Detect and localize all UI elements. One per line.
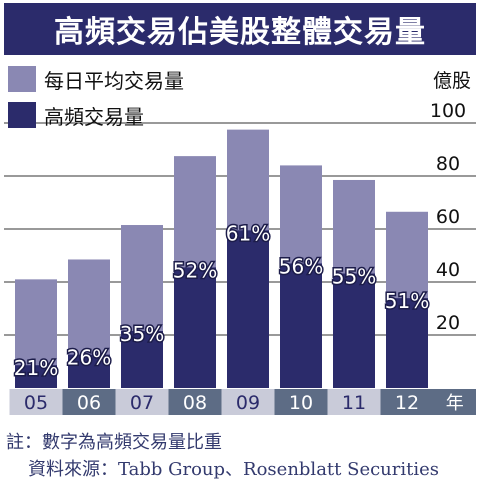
note-ratio: 註：數字為高頻交易量比重 bbox=[6, 432, 222, 453]
x-band-06 bbox=[62, 389, 116, 415]
data-label-06: 26% bbox=[67, 346, 111, 370]
bar-layer bbox=[15, 129, 428, 388]
x-tick-label: 10 bbox=[289, 392, 313, 414]
x-band-11 bbox=[327, 389, 381, 415]
legend-swatch-total bbox=[8, 66, 36, 92]
data-label-10: 56% bbox=[279, 254, 323, 278]
x-band-07 bbox=[115, 389, 169, 415]
data-label-09: 61% bbox=[226, 221, 270, 245]
y-tick-label: 100 bbox=[430, 100, 466, 122]
y-tick-label: 80 bbox=[436, 153, 460, 175]
y-tick-label: 60 bbox=[436, 206, 460, 228]
bar-hft-07 bbox=[121, 331, 163, 388]
x-tick-label: 09 bbox=[236, 392, 260, 414]
data-label-11: 55% bbox=[332, 265, 376, 289]
y-axis-unit: 億股 bbox=[433, 70, 471, 92]
x-tick-label: 06 bbox=[77, 392, 101, 414]
data-label-07: 35% bbox=[120, 322, 164, 346]
legend-label-hft: 高頻交易量 bbox=[44, 105, 144, 129]
x-tick-label: 07 bbox=[130, 392, 154, 414]
bar-hft-08 bbox=[174, 267, 216, 388]
x-band-unit bbox=[433, 389, 476, 415]
x-tick-label: 11 bbox=[342, 392, 366, 414]
bar-hft-05 bbox=[15, 365, 57, 388]
chart-title: 高頻交易佔美股整體交易量 bbox=[4, 3, 476, 55]
x-band-08 bbox=[168, 389, 222, 415]
legend-swatch-hft bbox=[8, 102, 36, 128]
y-tick-label: 40 bbox=[436, 259, 460, 281]
x-tick-label: 05 bbox=[24, 392, 48, 414]
x-tick-label: 08 bbox=[183, 392, 207, 414]
bar-hft-12 bbox=[386, 298, 428, 388]
bar-hft-09 bbox=[227, 230, 269, 388]
x-axis: 05 06 07 08 09 10 11 12 年 bbox=[9, 389, 476, 415]
data-label-08: 52% bbox=[173, 258, 217, 282]
y-axis: 億股 20 40 60 80 100 bbox=[430, 70, 471, 334]
legend-label-total: 每日平均交易量 bbox=[44, 69, 184, 93]
label-layer: 21% 26% 35% 52% 61% 56% 55% 51% bbox=[12, 220, 430, 382]
x-tick-label: 12 bbox=[395, 392, 419, 414]
bar-hft-06 bbox=[68, 354, 110, 388]
x-band-10 bbox=[274, 389, 328, 415]
data-label-05: 21% bbox=[14, 356, 58, 380]
data-label-12: 51% bbox=[385, 289, 429, 313]
legend: 每日平均交易量 高頻交易量 bbox=[8, 66, 184, 129]
x-band-12 bbox=[380, 389, 434, 415]
x-axis-unit: 年 bbox=[446, 393, 464, 414]
note-source: 資料來源：Tabb Group、Rosenblatt Securities bbox=[28, 459, 440, 480]
x-band-05 bbox=[9, 389, 63, 415]
y-tick-label: 20 bbox=[436, 312, 460, 334]
bar-hft-11 bbox=[333, 273, 375, 388]
x-band-09 bbox=[221, 389, 275, 415]
bar-hft-10 bbox=[280, 263, 322, 388]
